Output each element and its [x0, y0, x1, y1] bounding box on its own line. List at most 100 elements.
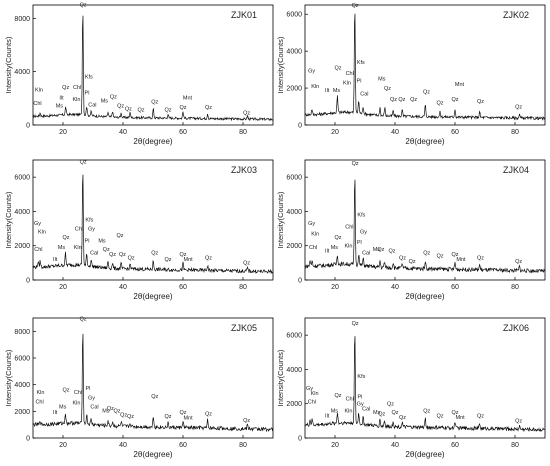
peak-annotation: Qz — [388, 249, 395, 255]
peak-annotation: Qz — [151, 250, 158, 256]
peak-annotation: Cal — [88, 102, 96, 108]
x-tick-label: 60 — [451, 284, 459, 291]
plot-frame — [304, 159, 546, 281]
peak-annotation: Kln — [37, 390, 45, 396]
peak-annotation: Ms — [378, 77, 386, 83]
peak-annotation: Qz — [477, 255, 484, 261]
peak-annotation: Qz — [62, 235, 69, 241]
sample-label: ZJK04 — [503, 165, 529, 175]
peak-annotation: Ms — [56, 104, 64, 110]
y-axis-label: Intensity(Counts) — [276, 349, 285, 406]
peak-annotation: Qz — [107, 406, 114, 412]
peak-annotation: Qz — [334, 235, 341, 241]
peak-annotation: Chl — [34, 247, 42, 253]
peak-annotation: Gy — [88, 395, 95, 401]
x-tick-label: 60 — [179, 442, 187, 449]
peak-annotation: Qz — [179, 252, 186, 258]
y-tick-label: 8000 — [14, 16, 30, 23]
peak-annotation: Ilt — [325, 249, 330, 255]
plot-frame — [304, 317, 546, 439]
peak-annotation: Qz — [515, 104, 522, 110]
plot-frame — [32, 317, 274, 439]
xrd-panel-zjk04: 20 40 60 80 0 2000 4000 6000 2θ(degree) Intensity… — [276, 159, 546, 301]
x-axis-label: 2θ(degree) — [405, 292, 444, 301]
peak-annotation: Pl — [85, 386, 90, 392]
x-tick-label: 80 — [511, 129, 519, 136]
x-tick-label: 40 — [119, 284, 127, 291]
peak-annotation: Mnt — [184, 257, 194, 263]
peak-annotation: Qz — [398, 97, 405, 103]
peak-annotation: Qz — [164, 257, 171, 263]
x-tick-label: 20 — [331, 129, 339, 136]
plot-frame — [304, 4, 546, 126]
xrd-panel-zjk01: 20 40 60 80 0 4000 8000 2θ(degree) Intensity(Cou… — [4, 2, 274, 146]
peak-annotation: Kfs — [85, 218, 93, 224]
peak-annotation: Ms — [102, 409, 110, 415]
peak-annotation: Qz — [334, 393, 341, 399]
peak-annotation: Cal — [360, 91, 368, 97]
y-tick-label: 6000 — [286, 175, 302, 182]
sample-label: ZJK06 — [503, 323, 529, 333]
peak-annotation: Pl — [357, 395, 362, 401]
peak-annotation: Mnt — [183, 96, 193, 102]
x-tick-label: 60 — [451, 442, 459, 449]
peak-annotation: Chl — [345, 225, 353, 231]
peak-annotation: Ms — [373, 410, 381, 416]
peak-annotation: Kfs — [357, 60, 365, 66]
xrd-pattern-line — [304, 13, 546, 121]
peak-annotation: Qz — [137, 108, 144, 114]
peak-annotation: Qz — [436, 254, 443, 260]
peak-annotation: Qz — [127, 414, 134, 420]
y-tick-label: 0 — [26, 123, 30, 130]
peak-annotation: Qz — [423, 90, 430, 96]
y-tick-label: 6000 — [14, 175, 30, 182]
peak-annotation: Qz — [62, 85, 69, 91]
peak-annotation: Qz — [151, 100, 158, 106]
peak-annotation: Qz — [451, 97, 458, 103]
peak-annotation: Pl — [85, 238, 90, 244]
peak-annotation: Qz — [205, 411, 212, 417]
x-tick-label: 60 — [451, 129, 459, 136]
peak-annotation: Gy — [34, 221, 41, 227]
peak-annotation: Ms — [331, 408, 339, 414]
peak-annotation: Ilt — [325, 88, 330, 94]
peak-annotation: Qz — [125, 106, 132, 112]
peak-annotation: Kln — [311, 84, 319, 90]
peak-annotation: Qz — [62, 387, 69, 393]
peak-annotation: Qz — [113, 409, 120, 415]
peak-annotation: Ms — [101, 98, 109, 104]
x-tick-label: 60 — [179, 129, 187, 136]
x-tick-label: 20 — [59, 284, 67, 291]
y-tick-label: 0 — [26, 278, 30, 285]
y-tick-label: 0 — [298, 123, 302, 130]
peak-annotation: Qz — [399, 255, 406, 261]
peak-annotation: Ms — [331, 245, 339, 251]
peak-annotation: Qz — [451, 252, 458, 258]
x-tick-label: 20 — [331, 442, 339, 449]
x-tick-label: 20 — [331, 284, 339, 291]
peak-annotation: Ms — [58, 245, 66, 251]
peak-annotation: Qz — [117, 104, 124, 110]
y-tick-label: 4000 — [286, 49, 302, 56]
peak-annotation: Qz — [120, 413, 127, 419]
peak-annotation: Kfs — [85, 74, 93, 80]
peak-annotation: Chl — [74, 390, 82, 396]
peak-annotation: Cal — [362, 250, 370, 256]
xrd-panel-zjk03: 20 40 60 80 0 2000 4000 6000 2θ(degree) Intensity… — [4, 159, 274, 301]
peak-annotation: Qz — [477, 413, 484, 419]
peak-annotation: Qz — [377, 247, 384, 253]
peak-annotation: Ms — [373, 247, 381, 253]
peak-annotation: Qz — [378, 412, 385, 418]
peak-annotation: Qz — [119, 252, 126, 258]
peak-annotation: Gy — [88, 226, 95, 232]
sample-label: ZJK05 — [231, 323, 257, 333]
peak-annotation: Kln — [74, 245, 82, 251]
sample-label: ZJK03 — [231, 165, 257, 175]
peak-annotation: Qz — [243, 418, 250, 424]
x-tick-label: 60 — [179, 284, 187, 291]
peak-annotation: Cal — [90, 250, 98, 256]
peak-annotation: Ilt — [53, 410, 58, 416]
peak-annotation: Chl — [309, 245, 317, 251]
y-axis-label: Intensity(Counts) — [4, 349, 13, 406]
peak-annotation: Qz — [477, 99, 484, 105]
